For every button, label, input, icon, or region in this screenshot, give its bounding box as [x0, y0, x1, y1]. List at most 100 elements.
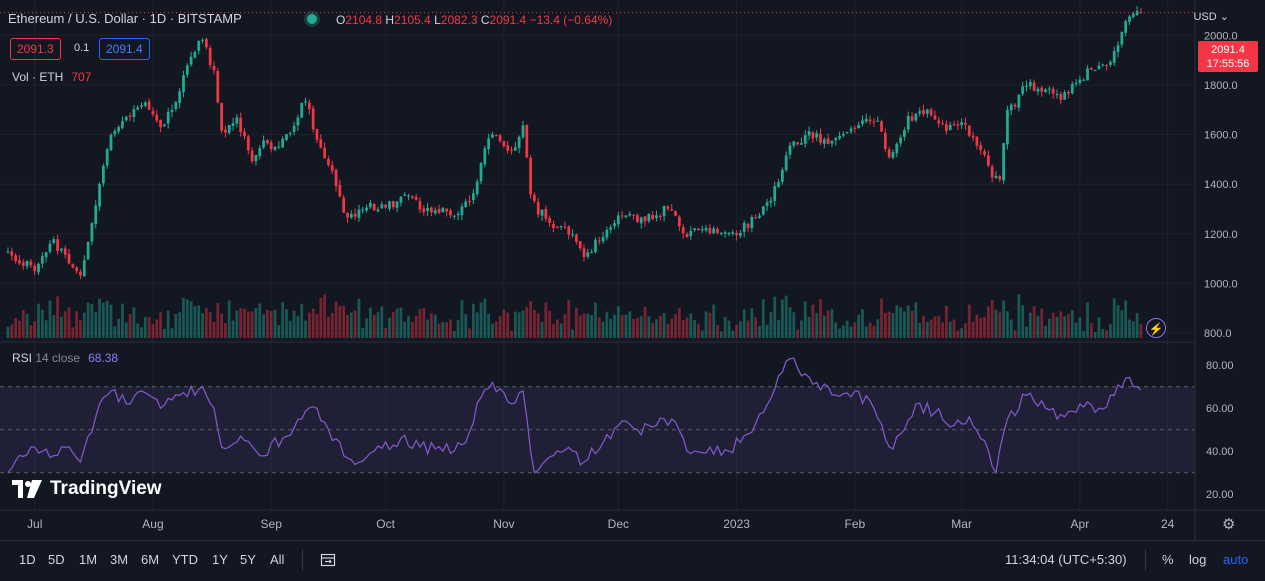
candle[interactable] [777, 178, 780, 188]
timeframe-5d-button[interactable]: 5D [48, 552, 65, 567]
candle[interactable] [37, 262, 40, 275]
candle[interactable] [307, 99, 311, 115]
symbol-title[interactable]: Ethereum / U.S. Dollar · 1D · BITSTAMP [8, 11, 242, 26]
timeframe-ytd-button[interactable]: YTD [172, 552, 198, 567]
candle[interactable] [128, 112, 132, 122]
candle[interactable] [67, 248, 71, 265]
candle[interactable] [1070, 81, 1074, 95]
candle[interactable] [929, 107, 933, 118]
candle[interactable] [437, 204, 441, 215]
volume-legend[interactable]: Vol · ETH 707 [12, 70, 91, 84]
candle[interactable] [761, 205, 765, 216]
candle[interactable] [620, 211, 624, 220]
candle[interactable] [536, 197, 540, 218]
candle[interactable] [105, 147, 109, 169]
candle[interactable] [689, 226, 693, 240]
candle[interactable] [33, 263, 37, 275]
candle[interactable] [1124, 19, 1128, 37]
candle[interactable] [597, 236, 601, 245]
candle[interactable] [319, 134, 323, 149]
candle[interactable] [773, 181, 777, 207]
candle[interactable] [491, 131, 494, 139]
candle[interactable] [136, 105, 140, 110]
candle[interactable] [269, 139, 273, 153]
candle[interactable] [910, 112, 914, 122]
candle[interactable] [445, 208, 449, 217]
candle[interactable] [529, 155, 532, 199]
candle[interactable] [983, 148, 986, 157]
candle[interactable] [750, 214, 754, 233]
candle[interactable] [899, 135, 902, 147]
candle[interactable] [830, 140, 834, 148]
candle[interactable] [517, 135, 521, 154]
candle[interactable] [803, 130, 807, 148]
candle[interactable] [52, 236, 56, 245]
candle[interactable] [1059, 91, 1063, 105]
candle[interactable] [697, 228, 700, 231]
candle[interactable] [334, 168, 338, 192]
candle[interactable] [212, 61, 216, 75]
candle[interactable] [1112, 46, 1116, 66]
candle[interactable] [254, 154, 258, 166]
candle[interactable] [426, 202, 429, 216]
candle[interactable] [769, 196, 773, 208]
candle[interactable] [483, 145, 487, 168]
candle[interactable] [323, 142, 326, 159]
candle[interactable] [300, 102, 304, 119]
candle[interactable] [807, 126, 811, 141]
candle[interactable] [288, 131, 292, 137]
candle[interactable] [971, 131, 975, 142]
candle[interactable] [883, 128, 887, 153]
candle[interactable] [56, 234, 59, 255]
candle[interactable] [582, 244, 586, 262]
candle[interactable] [79, 269, 82, 280]
candle[interactable] [853, 125, 857, 134]
candle[interactable] [468, 195, 471, 207]
candle[interactable] [216, 68, 220, 104]
candle[interactable] [544, 205, 548, 222]
candle[interactable] [407, 193, 410, 201]
candle[interactable] [719, 232, 723, 236]
candle[interactable] [864, 113, 868, 124]
candle[interactable] [861, 115, 864, 127]
timeframe-6m-button[interactable]: 6M [141, 552, 160, 567]
candle[interactable] [185, 63, 189, 78]
candle[interactable] [399, 196, 403, 207]
timeframe-1y-button[interactable]: 1Y [212, 552, 228, 567]
candle[interactable] [1120, 31, 1124, 48]
chart-canvas[interactable]: 800.0 1000.0 1200.0 1400.0 1600.0 1800.0 2000.… [0, 0, 1265, 540]
candle[interactable] [967, 125, 971, 138]
candle[interactable] [647, 213, 651, 224]
candle[interactable] [651, 211, 655, 221]
candle[interactable] [758, 212, 761, 219]
candle[interactable] [1135, 5, 1139, 16]
candle[interactable] [1105, 64, 1108, 71]
candle[interactable] [277, 141, 281, 150]
candle[interactable] [166, 107, 170, 129]
candle[interactable] [365, 204, 368, 213]
candle[interactable] [1128, 14, 1131, 26]
candle[interactable] [533, 192, 536, 204]
candle[interactable] [731, 229, 735, 236]
candle[interactable] [391, 200, 395, 210]
candle[interactable] [498, 133, 502, 144]
candle[interactable] [369, 199, 372, 210]
candle[interactable] [891, 149, 895, 160]
candle[interactable] [330, 160, 334, 175]
candle[interactable] [765, 198, 769, 211]
candle[interactable] [513, 141, 517, 151]
candle[interactable] [353, 208, 357, 220]
candle[interactable] [1028, 79, 1032, 90]
candle[interactable] [1055, 89, 1059, 99]
candle[interactable] [472, 189, 475, 205]
candle[interactable] [1116, 41, 1120, 58]
candle[interactable] [86, 241, 90, 260]
candle[interactable] [677, 215, 681, 232]
candle[interactable] [132, 105, 136, 123]
timeframe-3m-button[interactable]: 3M [110, 552, 129, 567]
timeframe-1d-button[interactable]: 1D [19, 552, 36, 567]
candle[interactable] [906, 111, 910, 133]
candle[interactable] [82, 255, 86, 277]
candle[interactable] [571, 229, 574, 238]
candle[interactable] [1067, 90, 1070, 99]
